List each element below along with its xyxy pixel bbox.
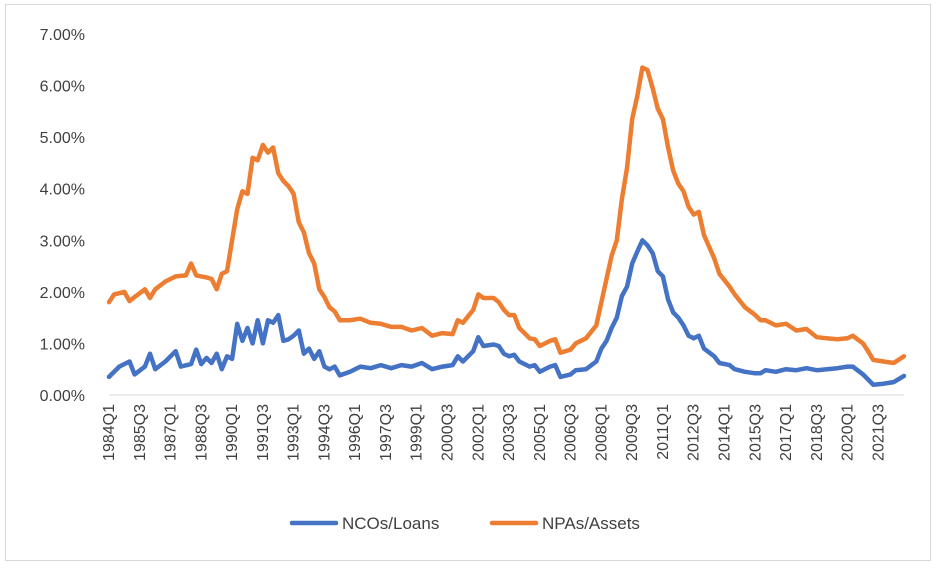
x-tick-label: 2006Q3 — [563, 404, 580, 461]
x-tick-label: 2000Q3 — [440, 404, 457, 461]
y-tick-label: 5.00% — [40, 130, 85, 147]
x-tick-label: 1993Q1 — [286, 404, 303, 461]
y-tick-label: 4.00% — [40, 182, 85, 199]
x-tick-label: 2012Q3 — [686, 404, 703, 461]
series-line-2 — [106, 65, 907, 366]
x-tick-label: 2003Q3 — [501, 404, 518, 461]
x-axis: 1984Q1 1985Q3 1987Q1 1988Q3 1990Q1 1991Q3 1993… — [101, 394, 904, 461]
x-tick-label: 1999Q1 — [409, 404, 426, 461]
y-axis: 0.00% 1.00% 2.00% 3.00% 4.00% 5.00% 6.00% 7.00% — [40, 27, 85, 405]
x-tick-label: 2017Q1 — [778, 404, 795, 461]
x-tick-label: 2011Q1 — [655, 404, 672, 460]
x-tick-label: 2009Q3 — [624, 404, 641, 461]
y-tick-label: 6.00% — [40, 79, 85, 96]
x-tick-label: 1984Q1 — [101, 404, 118, 461]
y-tick-label: 7.00% — [40, 27, 85, 44]
line-chart: 0.00% 1.00% 2.00% 3.00% 4.00% 5.00% 6.00% 7.00%… — [40, 27, 907, 533]
x-tick-label: 2015Q3 — [747, 404, 764, 461]
x-tick-label: 1985Q3 — [132, 404, 149, 461]
x-tick-label: 2018Q3 — [809, 404, 826, 461]
legend: NCOs/Loans NPAs/Assets — [289, 514, 640, 533]
x-tick-label: 1988Q3 — [193, 404, 210, 461]
y-tick-label: 0.00% — [40, 388, 85, 405]
y-tick-label: 1.00% — [40, 336, 85, 353]
series-line-1 — [106, 238, 907, 387]
x-tick-label: 2014Q1 — [716, 404, 733, 461]
legend-label-2: NPAs/Assets — [542, 514, 640, 533]
x-tick-label: 1997Q3 — [378, 404, 395, 461]
chart-frame: 0.00% 1.00% 2.00% 3.00% 4.00% 5.00% 6.00% 7.00%… — [5, 4, 931, 561]
x-tick-label: 1994Q3 — [316, 404, 333, 461]
series-layer — [106, 65, 907, 387]
y-tick-label: 3.00% — [40, 233, 85, 250]
x-tick-label: 1990Q1 — [224, 404, 241, 461]
y-tick-label: 2.00% — [40, 285, 85, 302]
x-tick-label: 2002Q1 — [470, 404, 487, 461]
x-tick-label: 1987Q1 — [163, 404, 180, 461]
x-tick-label: 2005Q1 — [532, 404, 549, 461]
x-tick-label: 2021Q3 — [870, 404, 887, 461]
x-tick-label: 2020Q1 — [840, 404, 857, 461]
legend-label-1: NCOs/Loans — [342, 514, 439, 533]
x-tick-label: 1991Q3 — [255, 404, 272, 461]
x-tick-label: 1996Q1 — [347, 404, 364, 461]
x-tick-label: 2008Q1 — [593, 404, 610, 461]
